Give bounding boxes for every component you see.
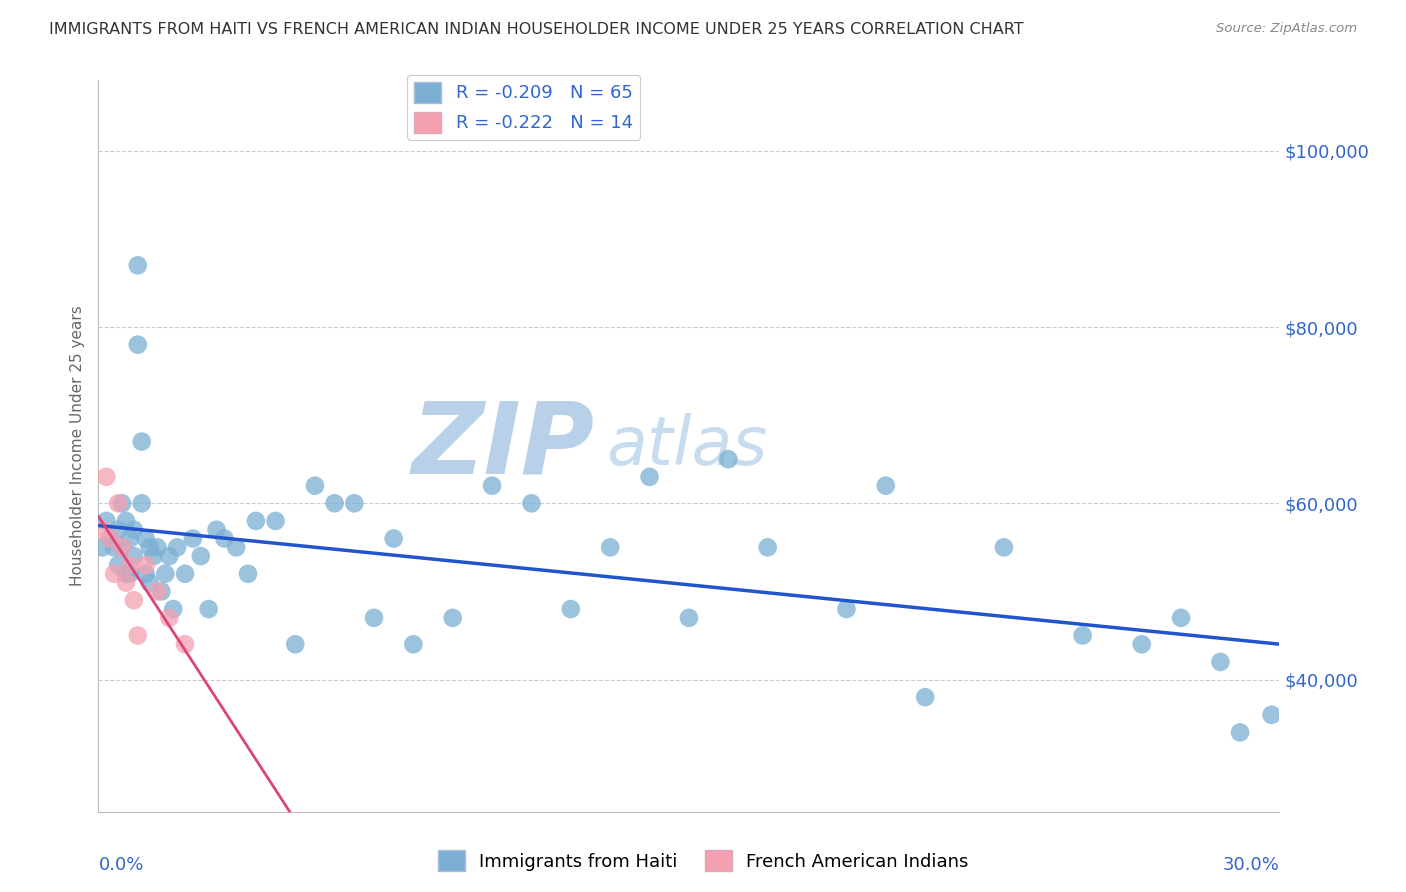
Point xyxy=(236,566,259,581)
Point xyxy=(122,593,145,607)
Point xyxy=(520,496,543,510)
Point xyxy=(96,514,118,528)
Point xyxy=(118,532,141,546)
Point xyxy=(225,541,247,555)
Point xyxy=(1130,637,1153,651)
Point xyxy=(181,532,204,546)
Point xyxy=(127,628,149,642)
Point xyxy=(678,611,700,625)
Point xyxy=(323,496,346,510)
Point xyxy=(155,566,177,581)
Point xyxy=(118,566,141,581)
Point xyxy=(103,541,125,555)
Point xyxy=(214,532,236,546)
Point xyxy=(343,496,366,510)
Text: Source: ZipAtlas.com: Source: ZipAtlas.com xyxy=(1216,22,1357,36)
Point xyxy=(107,523,129,537)
Point xyxy=(103,566,125,581)
Point xyxy=(197,602,219,616)
Point xyxy=(756,541,779,555)
Y-axis label: Householder Income Under 25 years: Householder Income Under 25 years xyxy=(69,306,84,586)
Point xyxy=(402,637,425,651)
Point xyxy=(107,496,129,510)
Point xyxy=(115,575,138,590)
Text: ZIP: ZIP xyxy=(412,398,595,494)
Point xyxy=(111,541,134,555)
Point xyxy=(190,549,212,563)
Point xyxy=(96,470,118,484)
Point xyxy=(914,690,936,705)
Point xyxy=(166,541,188,555)
Point xyxy=(91,541,114,555)
Point xyxy=(115,566,138,581)
Point xyxy=(441,611,464,625)
Point xyxy=(111,496,134,510)
Text: 0.0%: 0.0% xyxy=(98,855,143,874)
Point xyxy=(835,602,858,616)
Point xyxy=(91,523,114,537)
Point xyxy=(138,575,160,590)
Point xyxy=(174,637,197,651)
Legend: Immigrants from Haiti, French American Indians: Immigrants from Haiti, French American I… xyxy=(430,843,976,879)
Point xyxy=(146,584,169,599)
Point xyxy=(111,541,134,555)
Point xyxy=(135,558,157,572)
Text: atlas: atlas xyxy=(606,413,768,479)
Point xyxy=(1260,707,1282,722)
Text: IMMIGRANTS FROM HAITI VS FRENCH AMERICAN INDIAN HOUSEHOLDER INCOME UNDER 25 YEAR: IMMIGRANTS FROM HAITI VS FRENCH AMERICAN… xyxy=(49,22,1024,37)
Point xyxy=(304,478,326,492)
Point xyxy=(717,452,740,467)
Point xyxy=(131,496,153,510)
Point xyxy=(1071,628,1094,642)
Point xyxy=(245,514,267,528)
Legend: R = -0.209   N = 65, R = -0.222   N = 14: R = -0.209 N = 65, R = -0.222 N = 14 xyxy=(408,75,640,140)
Point xyxy=(993,541,1015,555)
Point xyxy=(157,611,180,625)
Point xyxy=(875,478,897,492)
Point xyxy=(150,584,173,599)
Point xyxy=(1170,611,1192,625)
Point xyxy=(98,532,121,546)
Point xyxy=(138,541,160,555)
Point xyxy=(127,337,149,351)
Point xyxy=(127,258,149,272)
Point xyxy=(157,549,180,563)
Point xyxy=(205,523,228,537)
Point xyxy=(264,514,287,528)
Point xyxy=(107,558,129,572)
Point xyxy=(118,558,141,572)
Point xyxy=(162,602,184,616)
Point xyxy=(135,566,157,581)
Point xyxy=(1229,725,1251,739)
Point xyxy=(131,434,153,449)
Point xyxy=(481,478,503,492)
Point xyxy=(115,514,138,528)
Point xyxy=(560,602,582,616)
Point xyxy=(1209,655,1232,669)
Point xyxy=(599,541,621,555)
Point xyxy=(98,532,121,546)
Point xyxy=(122,523,145,537)
Point xyxy=(638,470,661,484)
Point xyxy=(284,637,307,651)
Point xyxy=(363,611,385,625)
Point xyxy=(135,532,157,546)
Point xyxy=(142,549,165,563)
Point xyxy=(146,541,169,555)
Text: 30.0%: 30.0% xyxy=(1223,855,1279,874)
Point xyxy=(122,549,145,563)
Point xyxy=(174,566,197,581)
Point xyxy=(382,532,405,546)
